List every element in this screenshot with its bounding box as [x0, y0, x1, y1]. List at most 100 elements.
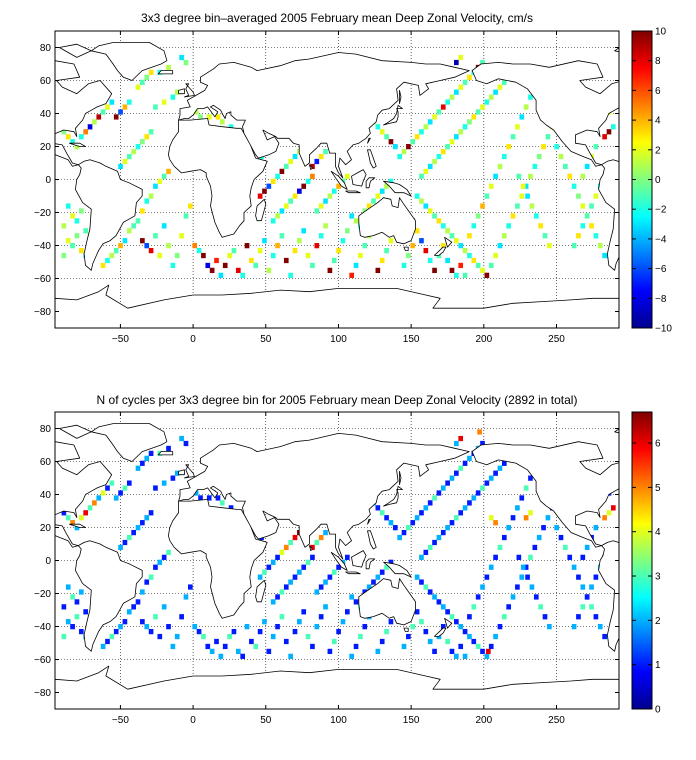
cycles-bin	[340, 619, 346, 625]
cycles-bin	[528, 510, 533, 516]
velocity-bin	[379, 257, 385, 264]
cycles-bin	[384, 515, 389, 521]
cycles-coastline	[345, 571, 361, 575]
cycles-bin	[235, 648, 241, 655]
cycles-x-tick-label: 50	[260, 715, 272, 726]
cycles-bin	[118, 544, 123, 551]
cycles-bin	[109, 633, 115, 640]
velocity-bin	[205, 262, 211, 269]
velocity-bin	[488, 183, 494, 189]
cycles-bin	[349, 653, 355, 659]
cycles-bin	[525, 574, 530, 580]
velocity-bin	[323, 148, 328, 155]
cycles-bin	[375, 648, 381, 655]
velocity-bin	[327, 193, 333, 199]
cycles-bin	[323, 579, 328, 585]
velocity-bin	[279, 168, 285, 175]
cycles-bin	[488, 475, 494, 481]
velocity-bin	[449, 94, 455, 100]
velocity-bin	[371, 198, 376, 204]
cycles-bin	[140, 520, 145, 526]
cycles-bin	[92, 500, 97, 506]
cycles-bin	[266, 564, 272, 570]
velocity-bin	[118, 243, 123, 249]
cycles-coastline	[75, 540, 143, 652]
cycles-bin	[100, 490, 106, 496]
velocity-bin	[484, 193, 490, 199]
velocity-map: 3x3 degree bin–averaged 2005 February me…	[34, 11, 672, 345]
cycles-bin	[275, 594, 280, 600]
cycles-bin	[379, 569, 385, 575]
cycles-coastline	[69, 523, 86, 528]
cycles-bin	[144, 579, 150, 585]
velocity-bin	[314, 208, 320, 214]
cycles-bin	[501, 460, 507, 466]
velocity-x-tick-label: 100	[330, 334, 347, 345]
velocity-bin	[484, 272, 490, 278]
velocity-bin	[484, 99, 490, 105]
cycles-bin	[532, 544, 538, 551]
velocity-coastline	[178, 52, 470, 179]
velocity-bin	[384, 183, 389, 189]
cycles-bin	[292, 628, 298, 635]
cycles-bin	[597, 624, 603, 630]
cycles-bin	[458, 435, 464, 442]
cycles-bin	[445, 480, 450, 486]
cycles-bin	[318, 614, 324, 620]
velocity-bin	[270, 252, 276, 259]
cycles-coastline	[309, 545, 313, 551]
cycles-colorbar: 0 1 2 3 4 5 6	[631, 411, 661, 716]
cycles-bin	[288, 653, 293, 659]
velocity-bin	[406, 252, 411, 259]
velocity-bin	[310, 173, 315, 179]
velocity-coastline	[75, 159, 143, 271]
cycles-bin	[157, 633, 163, 640]
cycles-bin	[131, 529, 136, 536]
cycles-bin	[362, 624, 368, 630]
velocity-bin	[547, 243, 552, 249]
velocity-bin	[183, 59, 189, 66]
cycles-x-tick-label: 250	[548, 715, 565, 726]
velocity-bin	[310, 262, 315, 269]
velocity-bin	[467, 233, 472, 239]
cycles-y-tick-label: −40	[34, 622, 51, 633]
cycles-bin	[140, 619, 145, 625]
cycles-coastline	[367, 518, 371, 525]
cycles-bin	[323, 604, 328, 610]
cycles-bin	[161, 554, 167, 560]
velocity-bin	[74, 218, 80, 224]
velocity-bin	[228, 124, 234, 130]
velocity-bin	[462, 272, 468, 278]
velocity-bin	[78, 247, 84, 254]
velocity-bin	[515, 124, 520, 130]
velocity-bin	[475, 262, 481, 269]
velocity-bin	[283, 203, 289, 209]
velocity-bin	[427, 119, 433, 125]
cycles-bin	[126, 609, 132, 615]
velocity-bin	[292, 153, 298, 160]
cycles-bin	[283, 638, 289, 645]
cycles-bin	[174, 470, 180, 476]
cycles-coastline	[367, 530, 377, 550]
velocity-bin	[580, 203, 586, 209]
cycles-bin	[536, 534, 542, 541]
velocity-bin	[602, 134, 607, 140]
velocity-bin	[493, 89, 498, 95]
velocity-bin	[584, 163, 590, 170]
velocity-colorbar-tick-label: 2	[655, 145, 661, 156]
velocity-bin	[305, 178, 311, 184]
velocity-bin	[166, 64, 171, 71]
cycles-bin	[183, 594, 189, 600]
velocity-bin	[131, 148, 136, 155]
velocity-bin	[170, 262, 176, 269]
velocity-map-title: 3x3 degree bin–averaged 2005 February me…	[141, 11, 533, 25]
cycles-bin	[480, 648, 485, 655]
cycles-y-ticks: −80 −60 −40 −20 0 20 40 60 80	[34, 424, 619, 699]
velocity-bin	[193, 109, 199, 115]
cycles-bin	[375, 505, 381, 511]
velocity-bin	[379, 129, 385, 135]
velocity-bin	[493, 252, 498, 259]
velocity-coastline	[365, 177, 376, 189]
cycles-bin	[331, 569, 337, 575]
velocity-y-tick-label: 80	[40, 43, 52, 54]
